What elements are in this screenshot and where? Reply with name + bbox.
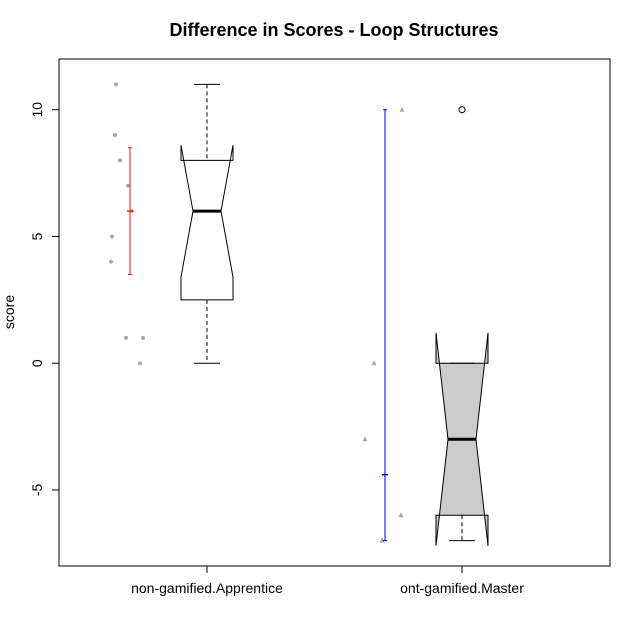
jitter-point xyxy=(379,537,385,543)
x-axis: non-gamified.Apprentice ont-gamified.Mast… xyxy=(131,565,524,596)
jitter-point xyxy=(118,158,122,163)
y-axis-label: score xyxy=(1,295,17,329)
outlier-point xyxy=(458,106,466,114)
plot-frame xyxy=(58,58,611,567)
y-tick-label: -5 xyxy=(29,484,45,497)
jitter-point xyxy=(398,512,404,518)
x-tick-label: non-gamified.Apprentice xyxy=(131,580,283,596)
jitter-point xyxy=(113,133,117,138)
jitter-point xyxy=(126,183,130,188)
jitter-point xyxy=(399,106,405,112)
jitter-point xyxy=(362,436,368,442)
jitter-point xyxy=(114,82,118,87)
y-tick-label: 0 xyxy=(29,359,45,367)
box-body xyxy=(180,145,234,301)
chart-title: Difference in Scores - Loop Structures xyxy=(169,20,498,40)
jitter-point xyxy=(141,335,145,340)
y-tick-label: 5 xyxy=(29,232,45,240)
jitter-point xyxy=(371,360,377,366)
jitter-point xyxy=(138,361,142,366)
jitter-point xyxy=(109,259,113,264)
y-axis: -5 0 5 10 xyxy=(29,102,60,497)
jitter-point xyxy=(124,335,128,340)
y-tick-label: 10 xyxy=(29,102,45,118)
chart-marks xyxy=(109,82,489,546)
jitter-point xyxy=(110,234,114,239)
x-tick-label: ont-gamified.Master xyxy=(400,580,524,596)
